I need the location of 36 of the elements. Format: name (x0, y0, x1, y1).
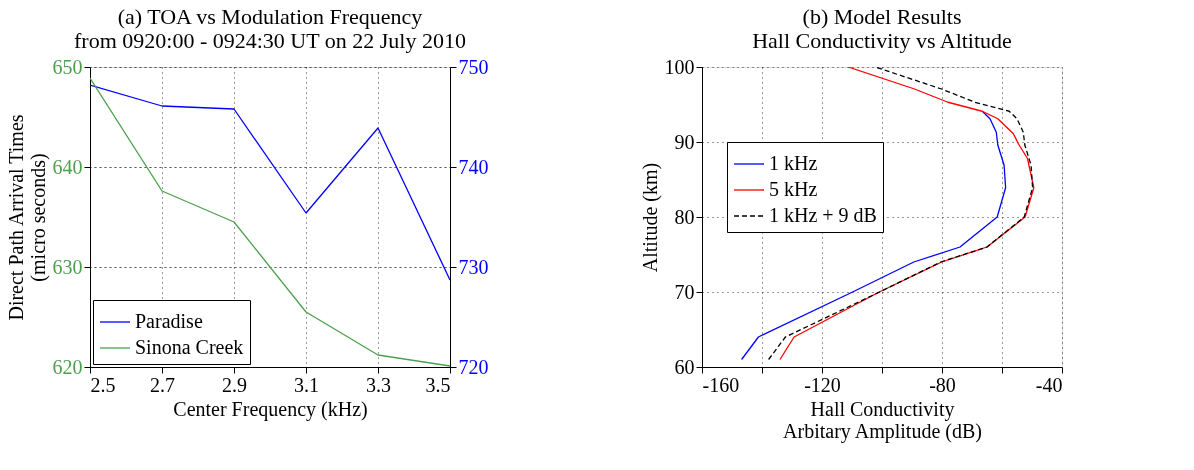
y2-tick-label: 730 (458, 255, 489, 278)
legend-label: 5 kHz (769, 178, 818, 200)
y-tick-label: 60 (674, 355, 695, 378)
y-tick-label: 90 (674, 130, 695, 153)
line-series (740, 110, 1007, 361)
y-tick-label: 620 (52, 355, 83, 378)
chart-title: (b) Model Results Hall Conductivity vs Altitude (752, 4, 1012, 53)
chart-title: (a) TOA vs Modulation Frequency from 0920:00 - 0924:30 UT on 22 July 2010 (74, 4, 466, 53)
y2-tick-label: 720 (458, 355, 489, 378)
y-tick-label: 640 (52, 155, 83, 178)
x-tick-label: 3.1 (294, 373, 319, 396)
x-tick-label: 3.3 (366, 373, 391, 396)
x-tick-label: 2.5 (90, 373, 116, 396)
x-tick-label: 2.7 (150, 373, 175, 396)
legend-label: 1 kHz + 9 dB (769, 204, 877, 226)
x-tick-label: 2.9 (222, 373, 247, 396)
legend-label: 1 kHz (769, 152, 818, 174)
legend-label: Sinona Creek (135, 336, 244, 358)
y2-tick-label: 740 (458, 155, 489, 178)
x-axis-title: Center Frequency (kHz) (173, 397, 368, 421)
line-series (90, 84, 450, 281)
x-tick-label: -40 (1035, 373, 1063, 396)
y-tick-label: 630 (52, 255, 83, 278)
y-tick-label: 100 (664, 55, 695, 78)
y-tick-label: 650 (52, 55, 83, 78)
x-axis-title: Hall Conductivity Arbitary Amplitude (dB) (783, 397, 982, 443)
x-tick-label: -120 (804, 373, 841, 396)
x-tick-label: -80 (929, 373, 956, 396)
x-tick-label: 3.5 (425, 373, 451, 396)
y-tick-label: 70 (674, 280, 695, 303)
y2-tick-label: 750 (458, 55, 489, 78)
y-tick-label: 80 (674, 205, 695, 228)
y-axis-title: Direct Path Arrival Times (micro seconds) (4, 114, 50, 321)
x-tick-label: -160 (702, 373, 740, 396)
legend-label: Paradise (135, 310, 203, 332)
y-axis-title: Altitude (km) (638, 162, 662, 273)
